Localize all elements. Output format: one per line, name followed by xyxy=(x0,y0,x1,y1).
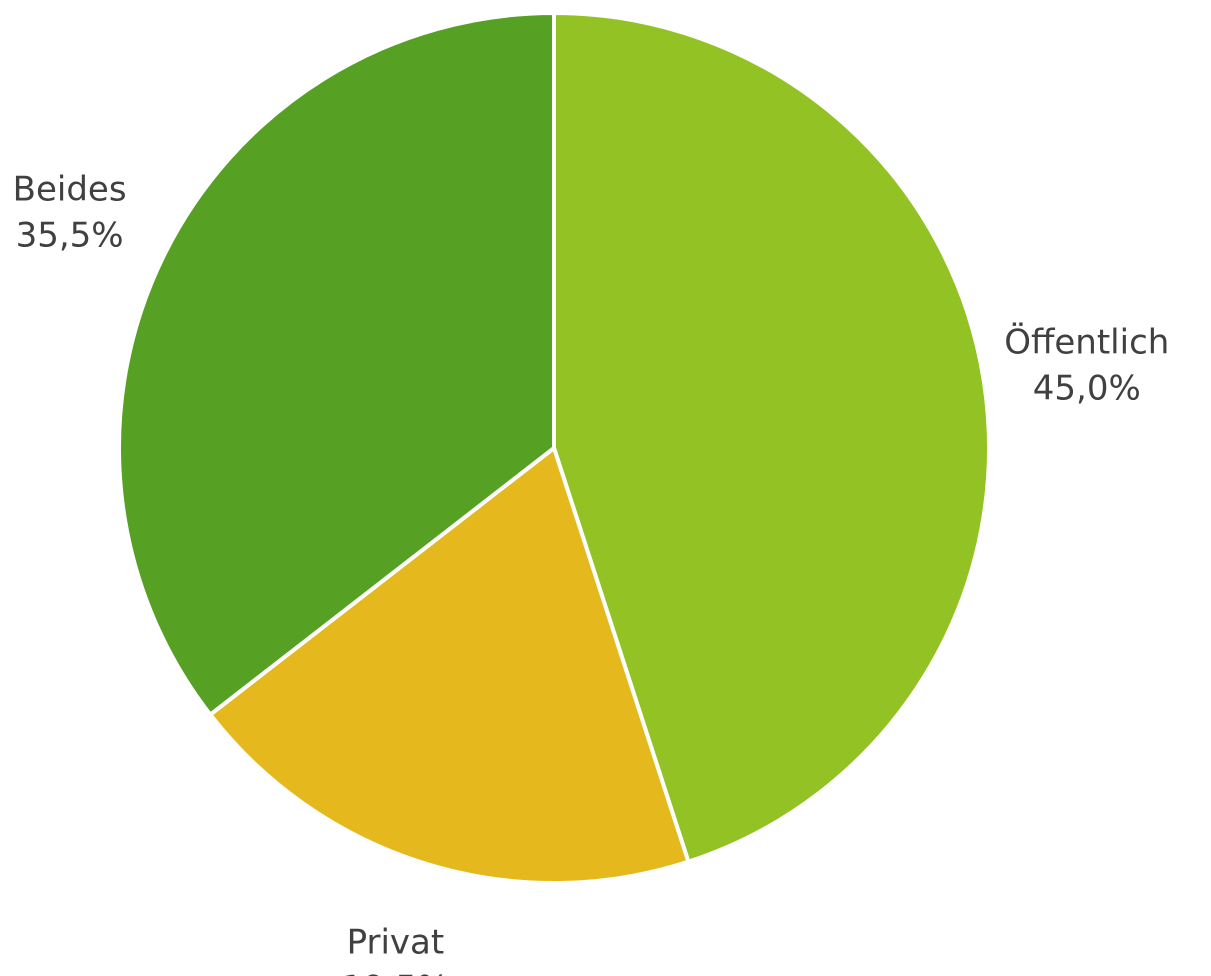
pie-slice xyxy=(117,11,556,717)
slice-label: Privat xyxy=(347,923,445,963)
slice-value-label: 19,5% xyxy=(341,969,449,976)
slice-label: Öffentlich xyxy=(1004,322,1169,363)
pie-slice xyxy=(552,11,991,864)
pie-slice xyxy=(208,446,691,885)
slice-value-label: 35,5% xyxy=(16,216,124,256)
slice-value-label: 45,0% xyxy=(1033,369,1141,409)
slice-label: Beides xyxy=(13,170,127,210)
